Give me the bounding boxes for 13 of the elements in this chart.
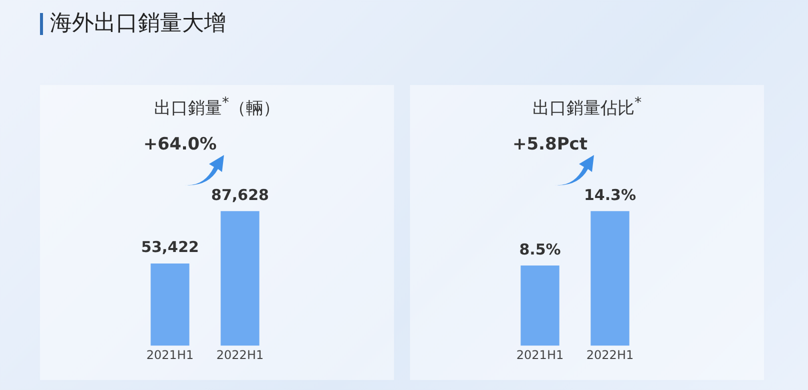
text: +64.0%: [143, 134, 217, 154]
data-label: 14.3%: [584, 186, 636, 204]
chart-title: 海外出口銷量大增: [50, 10, 226, 38]
x-tick-label: 2022H1: [216, 348, 264, 362]
x-tick-label: 2021H1: [146, 348, 194, 362]
chart-subtitle: 出口銷量佔比$^{*}$: [531, 95, 643, 120]
text: +5.8Pct: [512, 134, 588, 154]
data-label: 8.5%: [519, 240, 561, 258]
x-tick-label: 2021H1: [516, 348, 564, 362]
x-tick-label: 2022H1: [586, 348, 634, 362]
data-label: 53,422: [141, 238, 199, 256]
data-label: 87,628: [211, 186, 269, 204]
chart-subtitle: 出口銷量$^{*}$（輛）: [152, 95, 282, 120]
